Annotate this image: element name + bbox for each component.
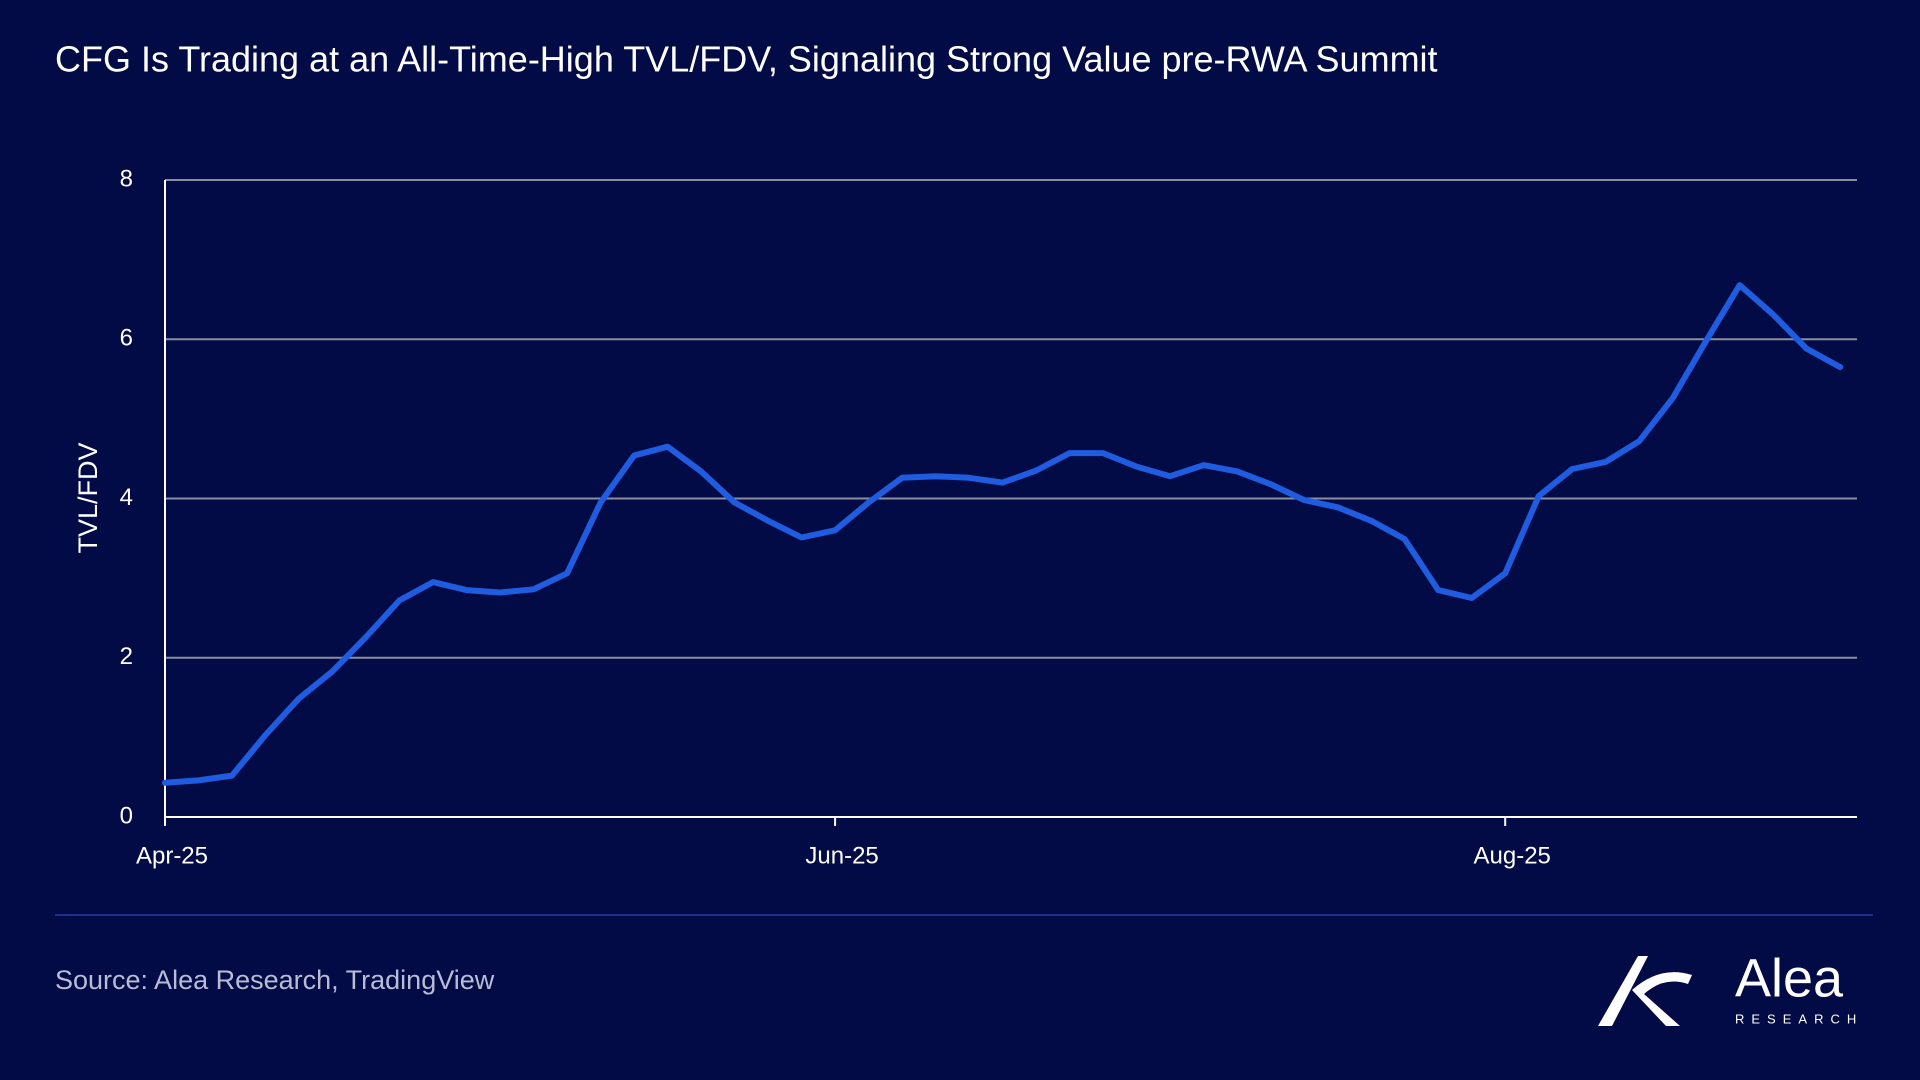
logo-mark bbox=[1598, 956, 1648, 1026]
y-tick-label: 0 bbox=[120, 802, 133, 829]
chart-title: CFG Is Trading at an All-Time-High TVL/F… bbox=[55, 39, 1438, 80]
logo: Alea RESEARCH bbox=[1598, 948, 1863, 1026]
logo-mark bbox=[1632, 972, 1692, 1026]
logo-text: Alea bbox=[1735, 948, 1844, 1008]
y-axis-label: TVL/FDV bbox=[73, 442, 103, 553]
logo-subtext: RESEARCH bbox=[1735, 1011, 1863, 1026]
data-line bbox=[162, 282, 1844, 786]
x-tick-label: Aug-25 bbox=[1474, 842, 1551, 869]
y-tick-label: 4 bbox=[120, 484, 133, 511]
y-tick-label: 2 bbox=[120, 643, 133, 670]
source-note: Source: Alea Research, TradingView bbox=[55, 965, 495, 995]
y-tick-label: 8 bbox=[120, 165, 133, 192]
x-tick-label: Jun-25 bbox=[805, 842, 878, 869]
y-tick-label: 6 bbox=[120, 325, 133, 352]
x-tick-label: Apr-25 bbox=[136, 842, 208, 869]
